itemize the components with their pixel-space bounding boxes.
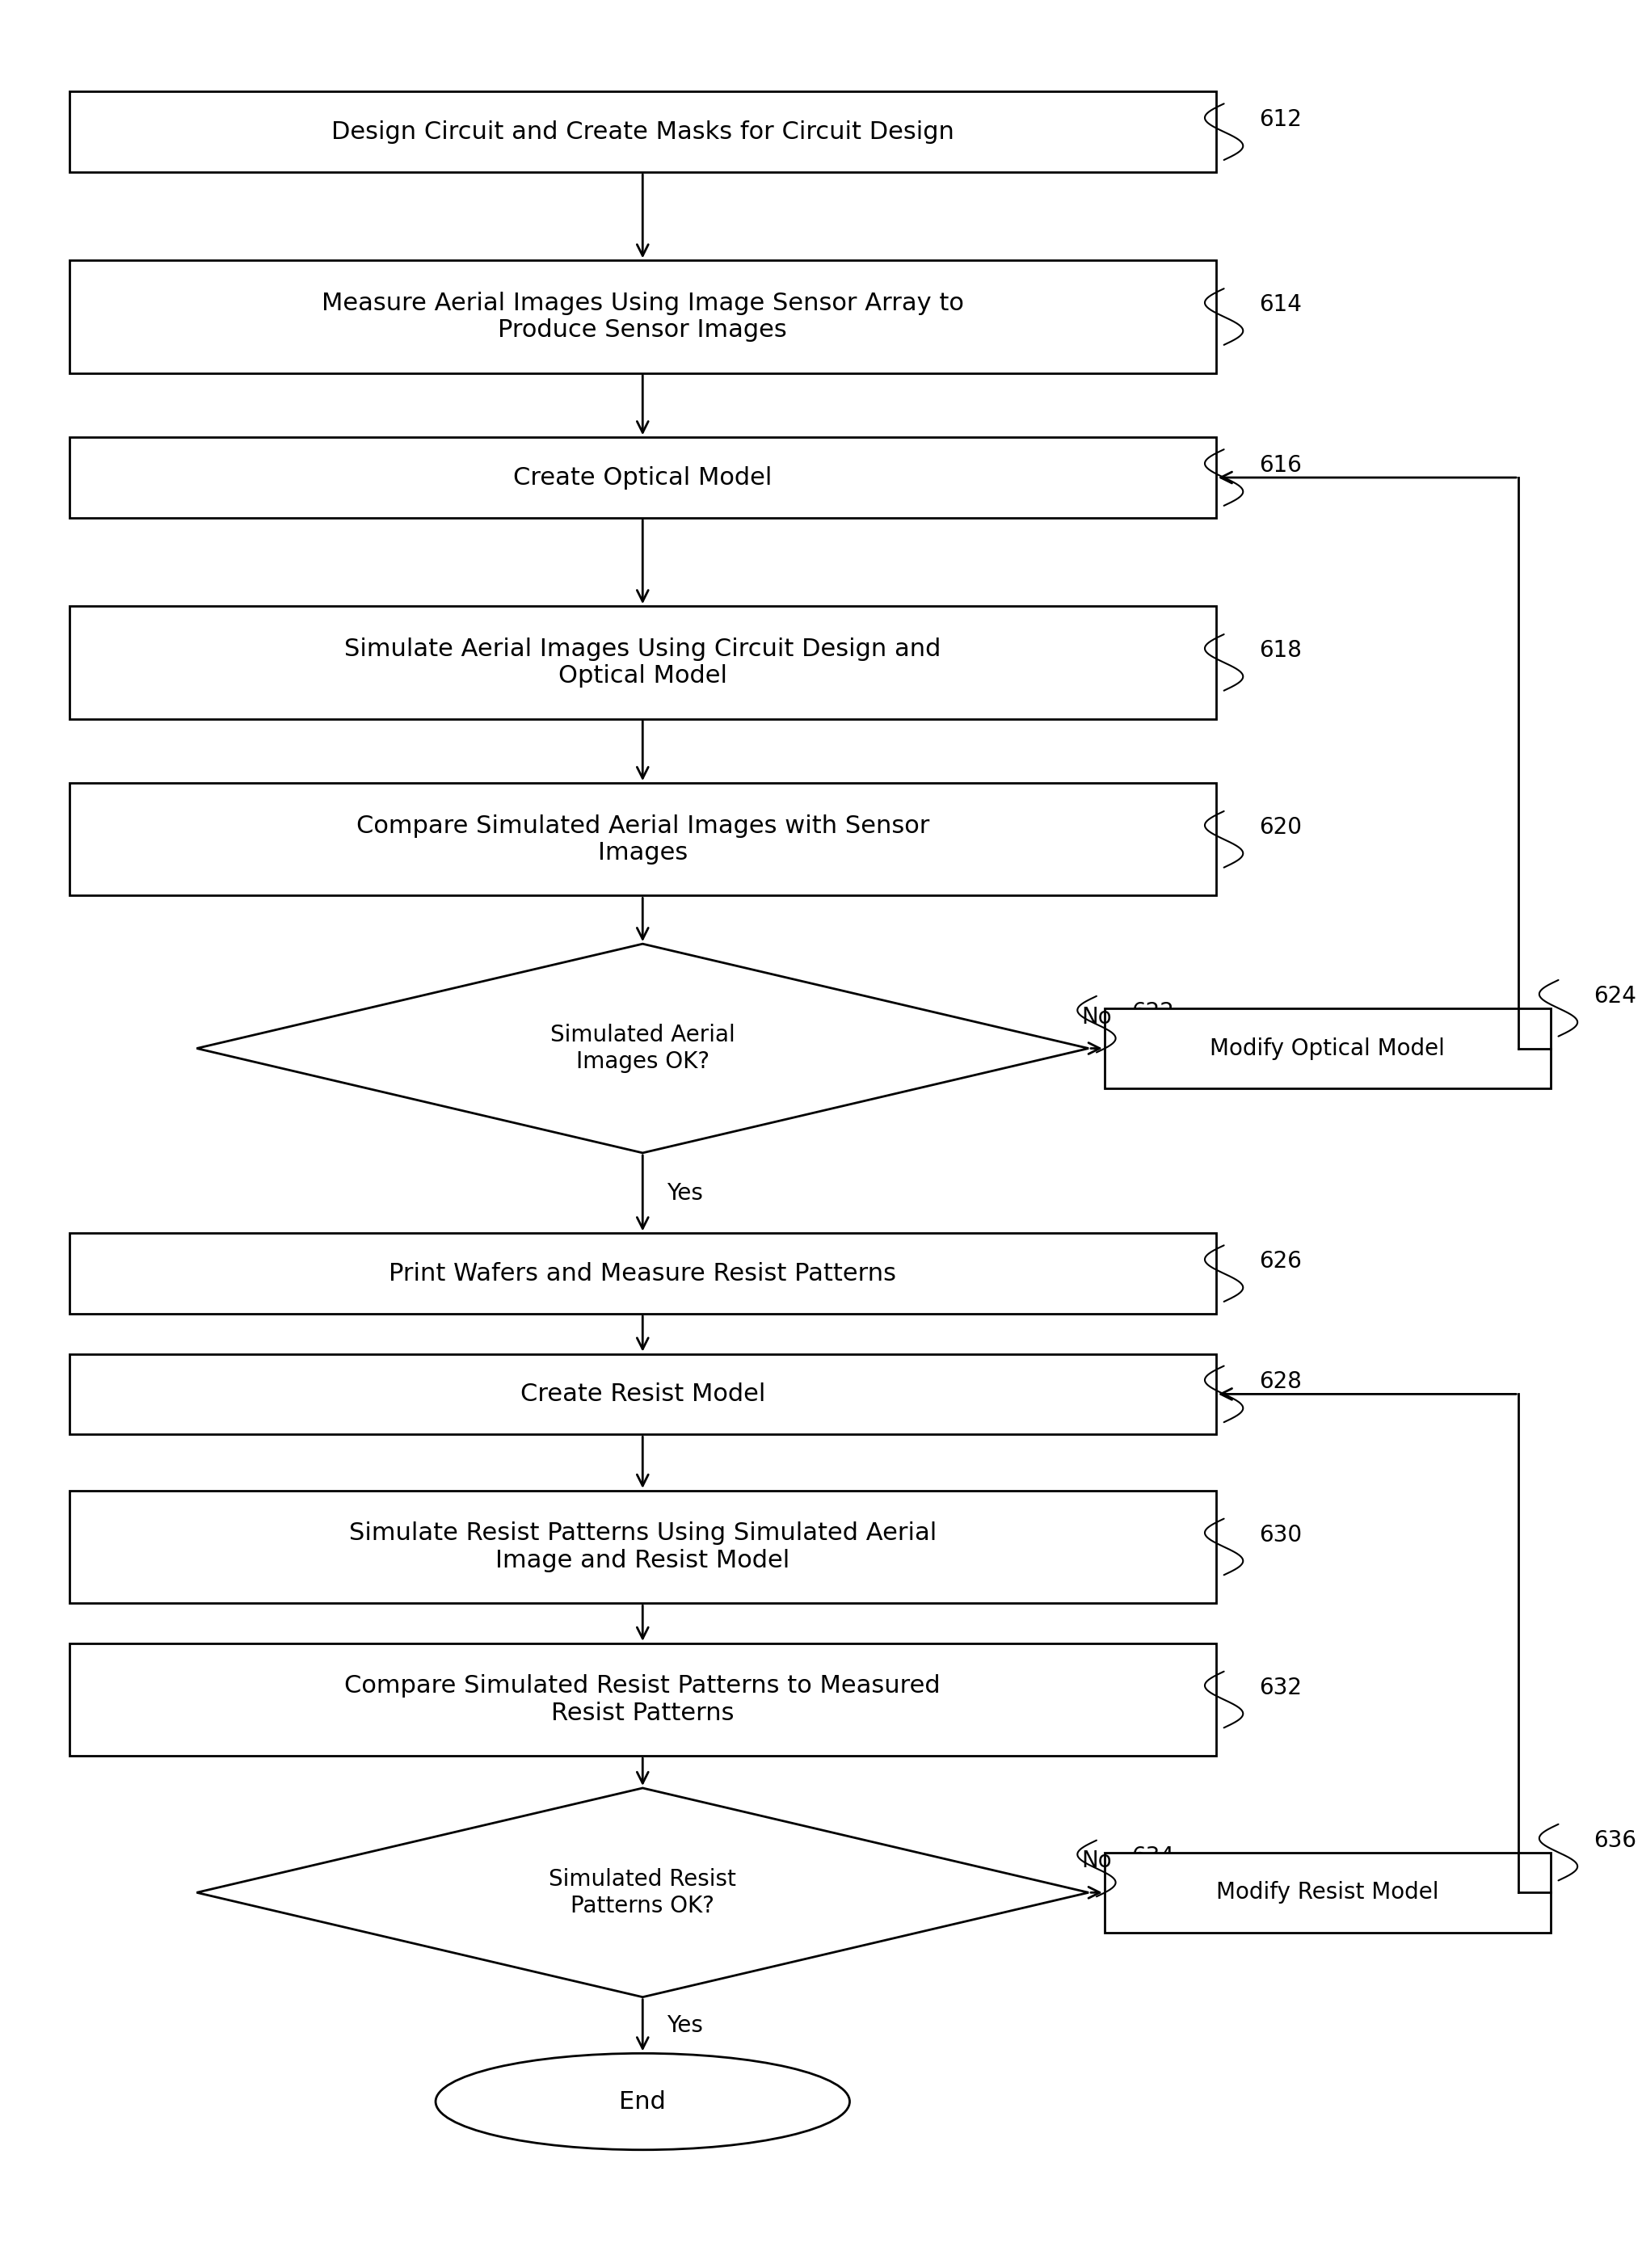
Text: 618: 618 — [1258, 640, 1300, 662]
FancyBboxPatch shape — [69, 1644, 1215, 1755]
Text: Simulate Resist Patterns Using Simulated Aerial
Image and Resist Model: Simulate Resist Patterns Using Simulated… — [348, 1522, 936, 1572]
FancyBboxPatch shape — [69, 438, 1215, 517]
Text: 624: 624 — [1593, 984, 1635, 1007]
Text: No: No — [1080, 1005, 1112, 1027]
Text: Create Resist Model: Create Resist Model — [521, 1383, 765, 1406]
Text: 612: 612 — [1258, 109, 1300, 132]
Text: 620: 620 — [1258, 816, 1300, 839]
Text: 616: 616 — [1258, 454, 1300, 476]
Text: Design Circuit and Create Masks for Circuit Design: Design Circuit and Create Masks for Circ… — [332, 120, 954, 143]
Text: Simulate Aerial Images Using Circuit Design and
Optical Model: Simulate Aerial Images Using Circuit Des… — [345, 637, 941, 687]
Text: 630: 630 — [1258, 1524, 1300, 1547]
FancyBboxPatch shape — [69, 91, 1215, 172]
Text: 634: 634 — [1131, 1846, 1174, 1867]
FancyBboxPatch shape — [1103, 1009, 1550, 1089]
Text: Simulated Aerial
Images OK?: Simulated Aerial Images OK? — [550, 1023, 734, 1073]
FancyBboxPatch shape — [69, 782, 1215, 896]
Text: Simulated Resist
Patterns OK?: Simulated Resist Patterns OK? — [548, 1869, 736, 1916]
Text: Print Wafers and Measure Resist Patterns: Print Wafers and Measure Resist Patterns — [389, 1261, 897, 1286]
Text: Modify Resist Model: Modify Resist Model — [1215, 1880, 1438, 1903]
Text: Yes: Yes — [667, 2014, 703, 2037]
Text: Create Optical Model: Create Optical Model — [512, 465, 772, 490]
Text: Measure Aerial Images Using Image Sensor Array to
Produce Sensor Images: Measure Aerial Images Using Image Sensor… — [322, 293, 964, 342]
Text: No: No — [1080, 1851, 1112, 1873]
FancyBboxPatch shape — [69, 606, 1215, 719]
Text: 614: 614 — [1258, 293, 1300, 315]
Text: Modify Optical Model: Modify Optical Model — [1209, 1036, 1445, 1059]
Text: 632: 632 — [1258, 1676, 1300, 1699]
Text: Compare Simulated Resist Patterns to Measured
Resist Patterns: Compare Simulated Resist Patterns to Mea… — [345, 1674, 941, 1726]
Text: Yes: Yes — [667, 1182, 703, 1204]
Text: Compare Simulated Aerial Images with Sensor
Images: Compare Simulated Aerial Images with Sen… — [356, 814, 929, 864]
Text: 636: 636 — [1593, 1828, 1635, 1851]
FancyBboxPatch shape — [69, 1234, 1215, 1313]
Text: End: End — [619, 2089, 665, 2114]
Text: 628: 628 — [1258, 1370, 1300, 1393]
Text: 626: 626 — [1258, 1250, 1300, 1272]
FancyBboxPatch shape — [69, 261, 1215, 372]
Text: 622: 622 — [1131, 1000, 1174, 1023]
FancyBboxPatch shape — [69, 1354, 1215, 1433]
Polygon shape — [197, 943, 1089, 1152]
FancyBboxPatch shape — [69, 1490, 1215, 1603]
FancyBboxPatch shape — [1103, 1853, 1550, 1932]
Polygon shape — [197, 1787, 1089, 1998]
Ellipse shape — [435, 2053, 849, 2150]
